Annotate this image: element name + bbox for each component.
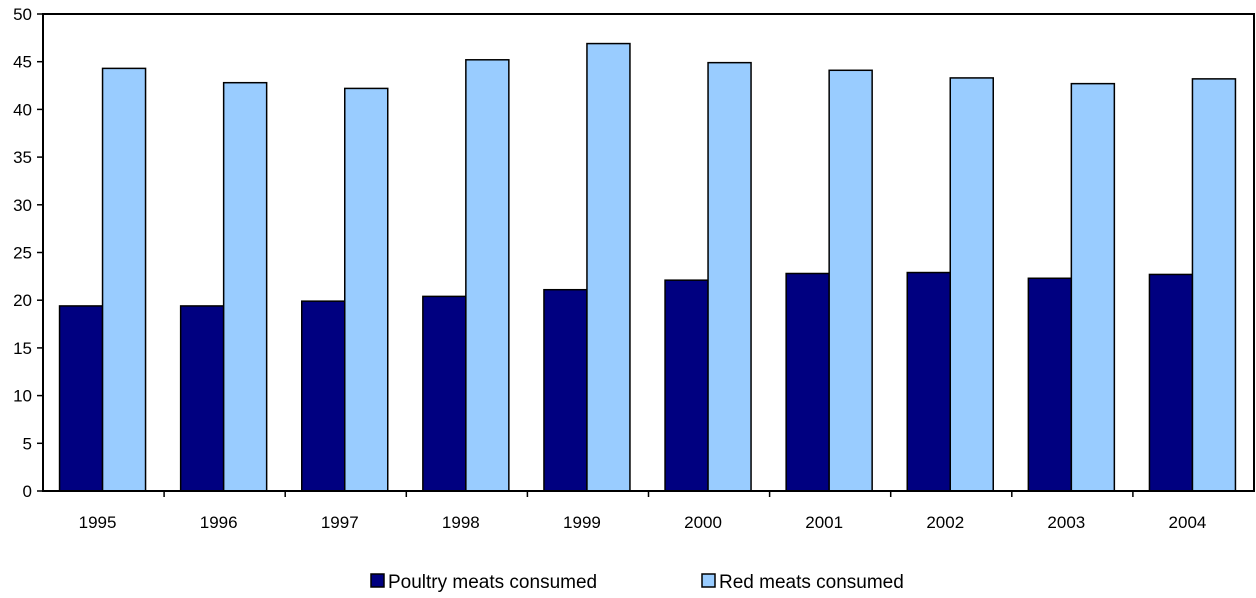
legend-label-red-meats: Red meats consumed xyxy=(719,572,904,593)
legend-swatch-red-meats xyxy=(701,573,716,588)
y-tick-label: 50 xyxy=(13,5,32,24)
bar-red-meats xyxy=(465,59,510,492)
bar-poultry xyxy=(906,271,951,492)
bar-poultry xyxy=(1148,273,1194,492)
bar-poultry xyxy=(422,295,467,492)
x-tick-label: 1999 xyxy=(563,513,601,532)
x-tick-label: 2000 xyxy=(684,513,722,532)
legend-swatch-poultry xyxy=(370,573,385,588)
bar-red-meats xyxy=(222,81,268,492)
x-tick-label: 1995 xyxy=(79,513,117,532)
bar-red-meats xyxy=(1070,82,1116,492)
bar-poultry xyxy=(785,272,830,492)
bar-red-meats xyxy=(949,77,994,492)
bar-poultry xyxy=(1027,277,1073,492)
plot-area-frame xyxy=(42,13,1255,492)
x-tick-label: 1998 xyxy=(442,513,480,532)
y-tick-label: 15 xyxy=(13,339,32,358)
y-tick-label: 40 xyxy=(13,100,32,119)
x-axis-ticks: 1995 1996 1997 1998 1999 2000 2001 2002 2003 2004 xyxy=(79,491,1207,532)
bar-poultry xyxy=(179,305,225,492)
bar-red-meats xyxy=(707,61,752,492)
x-tick-label: 1997 xyxy=(321,513,359,532)
y-axis-ticks: 0 5 10 15 20 25 30 35 40 45 50 xyxy=(13,5,43,501)
legend: Poultry meats consumed Red meats consume… xyxy=(370,572,904,593)
bar-red-meats xyxy=(101,67,147,492)
y-tick-label: 45 xyxy=(13,53,32,72)
x-tick-label: 2002 xyxy=(926,513,964,532)
y-tick-label: 5 xyxy=(23,434,32,453)
bar-red-meats xyxy=(586,42,631,492)
y-tick-label: 10 xyxy=(13,387,32,406)
bars xyxy=(58,42,1237,492)
x-tick-label: 1996 xyxy=(200,513,238,532)
bar-red-meats xyxy=(1191,78,1237,492)
bar-poultry xyxy=(301,300,346,492)
y-tick-label: 35 xyxy=(13,148,32,167)
bar-poultry xyxy=(58,305,104,492)
x-tick-label: 2001 xyxy=(805,513,843,532)
legend-label-poultry: Poultry meats consumed xyxy=(388,572,597,593)
y-tick-label: 30 xyxy=(13,196,32,215)
bar-red-meats xyxy=(828,69,873,492)
y-tick-label: 25 xyxy=(13,244,32,263)
y-tick-label: 20 xyxy=(13,291,32,310)
x-tick-label: 2004 xyxy=(1169,513,1207,532)
bar-poultry xyxy=(543,288,588,492)
bar-poultry xyxy=(664,279,709,492)
x-tick-label: 2003 xyxy=(1047,513,1085,532)
y-tick-label: 0 xyxy=(23,482,32,501)
bar-red-meats xyxy=(344,87,389,492)
